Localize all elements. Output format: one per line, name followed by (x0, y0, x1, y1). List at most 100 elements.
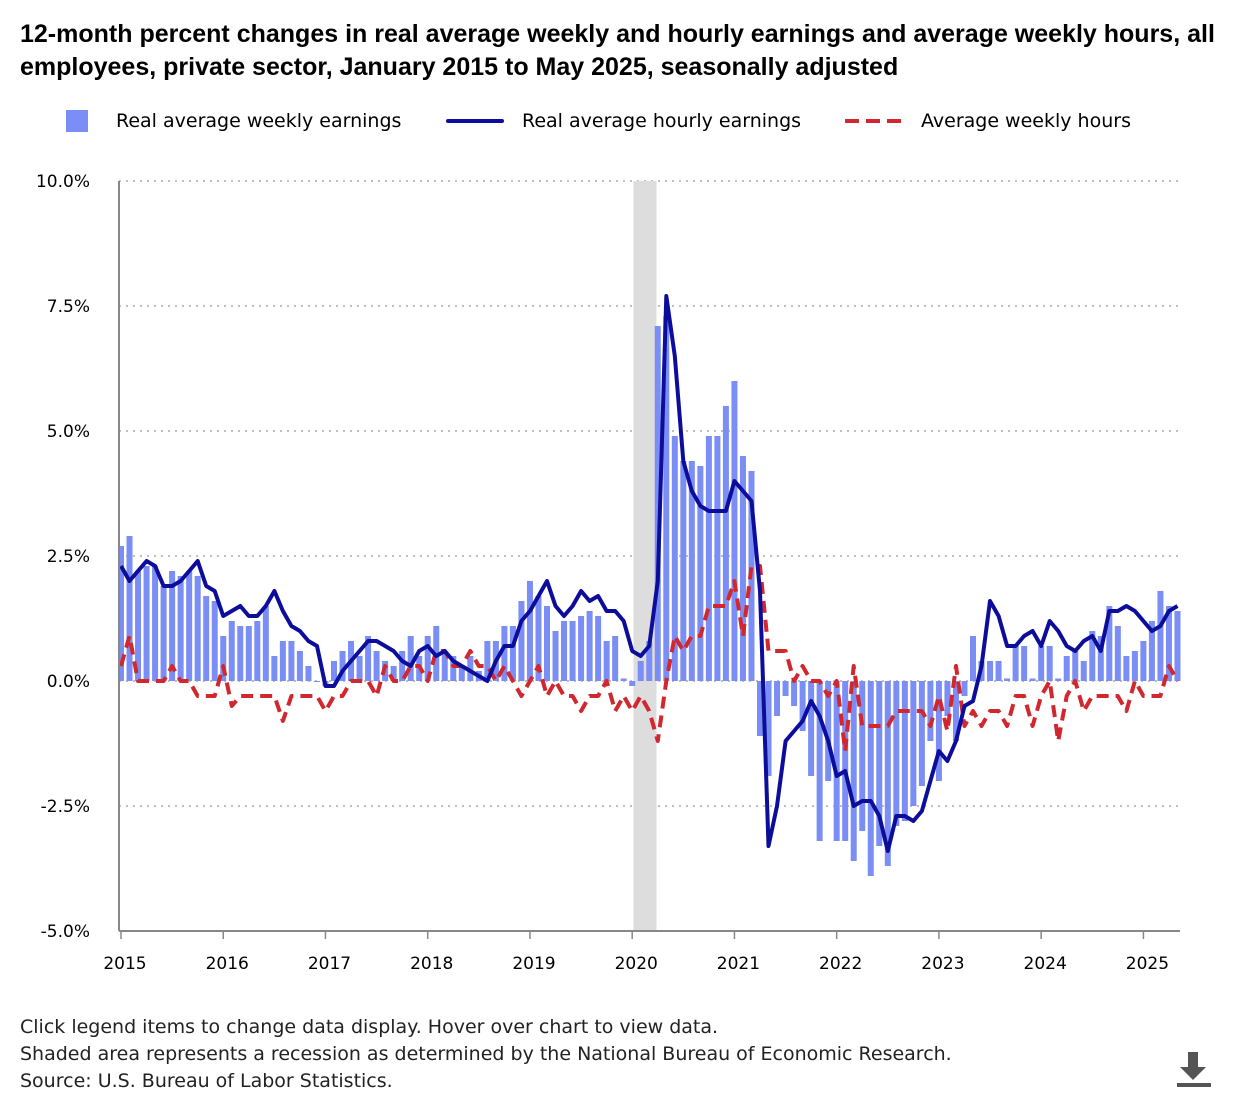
bar-weekly-earnings (1140, 641, 1147, 681)
bar-weekly-earnings (629, 681, 636, 686)
bar-weekly-earnings (509, 626, 516, 681)
bar-weekly-earnings (194, 576, 201, 681)
x-tick-label: 2018 (410, 954, 453, 974)
bar-weekly-earnings (927, 681, 934, 741)
bar-weekly-earnings (237, 626, 244, 681)
bar-weekly-earnings (714, 436, 721, 681)
bar-weekly-earnings (228, 621, 235, 681)
bar-weekly-earnings (143, 566, 150, 681)
bar-weekly-earnings (970, 636, 976, 681)
bar-weekly-earnings (671, 436, 678, 681)
bar-weekly-earnings (279, 641, 286, 681)
bar-weekly-earnings (1080, 661, 1087, 681)
bar-weekly-earnings (1063, 656, 1070, 681)
bar-weekly-earnings (850, 681, 857, 861)
bar-weekly-earnings (1055, 678, 1062, 681)
bar-weekly-earnings (305, 666, 312, 681)
bar-weekly-earnings (774, 681, 781, 716)
note-hover: Click legend items to change data displa… (20, 1016, 719, 1038)
note-source: Source: U.S. Bureau of Labor Statistics. (20, 1070, 393, 1092)
download-button[interactable] (1175, 1050, 1215, 1090)
line-hourly-earnings (119, 294, 1179, 853)
bar-weekly-earnings (586, 611, 593, 681)
bar-weekly-earnings (688, 461, 695, 681)
legend-label: Average weekly hours (921, 110, 1131, 132)
bar-weekly-earnings (595, 616, 602, 681)
x-tick-label: 2020 (615, 954, 658, 974)
download-icon (1177, 1052, 1211, 1087)
bar-weekly-earnings (833, 681, 840, 841)
chart-title: 12-month percent changes in real average… (20, 20, 1215, 81)
bar-weekly-earnings (1148, 621, 1155, 681)
bar-weekly-earnings (612, 636, 619, 681)
bar-weekly-earnings (458, 666, 465, 681)
bar-weekly-earnings (1012, 646, 1019, 681)
bar-weekly-earnings (262, 606, 269, 681)
legend-item-weekly-earnings[interactable]: Real average weekly earnings (66, 110, 401, 132)
bar-weekly-earnings (288, 641, 295, 681)
bar-weekly-earnings (526, 581, 533, 681)
bar-weekly-earnings (126, 536, 133, 681)
bar-weekly-earnings (390, 666, 397, 681)
bar-weekly-earnings (552, 631, 559, 681)
bar-weekly-earnings (407, 636, 414, 681)
chart-plot[interactable]: 10.0% 7.5% 5.0% 2.5% 0.0% -2.5% -5.0% 2015 2016 2… (0, 0, 1240, 1000)
bar-weekly-earnings (1123, 656, 1130, 681)
bar-weekly-earnings (569, 621, 576, 681)
bar-weekly-earnings (910, 681, 917, 806)
bar-weekly-earnings (169, 571, 176, 681)
bar-weekly-earnings (731, 381, 738, 681)
dashed-line-swatch-icon (845, 119, 903, 123)
bar-weekly-earnings (441, 651, 448, 681)
bar-weekly-earnings (1114, 626, 1121, 681)
bar-weekly-earnings (782, 681, 789, 696)
bar-weekly-earnings (467, 656, 474, 681)
x-tick-label: 2016 (206, 954, 249, 974)
bar-weekly-earnings (561, 621, 568, 681)
x-tick-label: 2024 (1024, 954, 1067, 974)
x-tick-label: 2017 (308, 954, 351, 974)
bar-weekly-earnings (1004, 678, 1011, 681)
bar-weekly-earnings (739, 456, 746, 681)
bar-weekly-earnings (918, 681, 925, 786)
bar-weekly-earnings (952, 681, 959, 741)
bar-weekly-earnings (118, 546, 124, 681)
bar-weekly-earnings (1029, 678, 1036, 681)
bar-weekly-earnings (160, 586, 167, 681)
x-tick-label: 2025 (1126, 954, 1169, 974)
chart-notes: Click legend items to change data displa… (20, 1014, 952, 1095)
bar-weekly-earnings (1174, 611, 1181, 681)
bar-weekly-earnings (995, 661, 1002, 681)
x-tick-label: 2019 (512, 954, 555, 974)
legend-item-weekly-hours[interactable]: Average weekly hours (845, 110, 1131, 132)
x-tick-label: 2021 (717, 954, 760, 974)
bar-weekly-earnings (501, 626, 508, 681)
legend-item-hourly-earnings[interactable]: Real average hourly earnings (446, 110, 801, 132)
bar-weekly-earnings (816, 681, 823, 841)
bar-weekly-earnings (271, 656, 278, 681)
bar-weekly-earnings (365, 636, 372, 681)
bar-weekly-earnings (1021, 646, 1028, 681)
y-tick-label: 7.5% (47, 297, 90, 317)
x-tick-label: 2023 (921, 954, 964, 974)
bar-weekly-earnings (893, 681, 900, 826)
bar-weekly-earnings (765, 681, 772, 776)
bar-swatch-icon (66, 110, 88, 132)
bar-weekly-earnings (884, 681, 891, 866)
bar-weekly-earnings (944, 681, 951, 716)
bar-weekly-earnings (578, 616, 585, 681)
bar-weekly-earnings (399, 651, 406, 681)
bar-weekly-earnings (697, 466, 704, 681)
bar-weekly-earnings (825, 681, 832, 781)
note-recession: Shaded area represents a recession as de… (20, 1043, 952, 1065)
bar-weekly-earnings (663, 316, 670, 681)
bar-weekly-earnings (211, 601, 218, 681)
bar-weekly-earnings (722, 406, 729, 681)
recession-shade (633, 181, 657, 931)
y-tick-label: 10.0% (36, 172, 90, 192)
bar-weekly-earnings (901, 681, 908, 821)
bar-weekly-earnings (808, 681, 815, 776)
bar-weekly-earnings (1097, 636, 1104, 681)
bar-weekly-earnings (637, 661, 644, 681)
bar-weekly-earnings (859, 681, 866, 831)
